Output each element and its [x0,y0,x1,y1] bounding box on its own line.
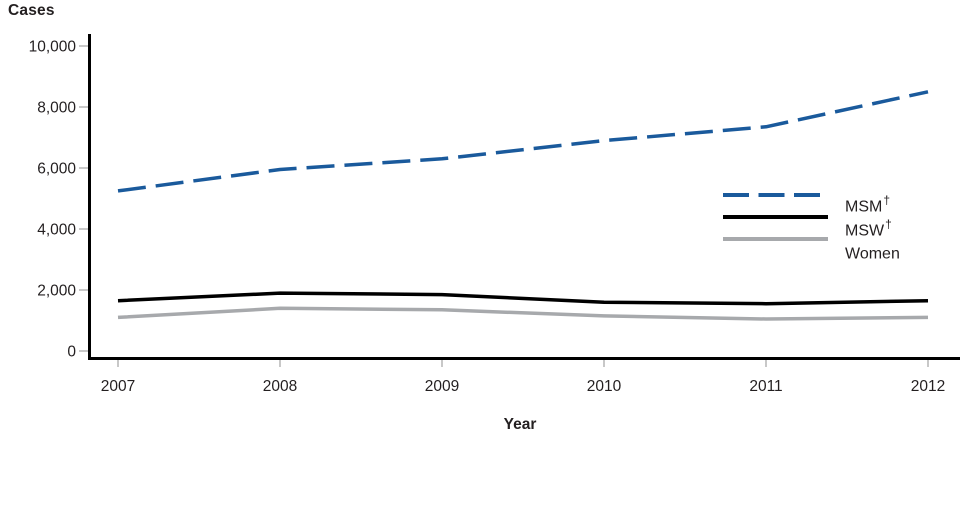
y-tick-label: 4,000 [37,222,76,239]
chart-canvas: 0 2,000 4,000 6,000 8,000 10,000 2007 2008 2009 2… [29,34,960,395]
legend-line-msm [723,193,828,197]
x-tick-label: 2009 [425,378,459,395]
y-tick-label: 6,000 [37,161,76,178]
dagger-symbol: † [883,193,891,207]
y-axis-title: Cases [8,2,55,19]
legend-label-msm-text: MSM [845,198,883,216]
x-tick-label: 2010 [587,378,622,395]
legend-label-msm: MSM† [845,191,891,217]
x-tick-label: 2008 [263,378,297,395]
series-line-women [117,306,929,321]
dagger-symbol: † [885,217,892,231]
legend-line-msw [723,215,828,219]
y-tick-label: 2,000 [37,283,76,300]
series-line-msm [117,90,929,193]
legend-label-women-text: Women [845,245,900,263]
x-axis-title: Year [503,416,537,433]
legend: MSM† MSW† Women [723,184,958,262]
y-tick-label: 10,000 [29,39,77,56]
legend-line-women [723,237,828,241]
series-line-msw [117,291,929,306]
legend-label-msw-text: MSW [845,222,885,240]
x-tick-label: 2012 [911,378,945,395]
y-tick-label: 0 [67,344,76,361]
legend-label-msw: MSW† [845,215,892,241]
x-tick-label: 2007 [101,378,135,395]
x-tick-label: 2011 [749,378,782,395]
y-tick-label: 8,000 [37,100,76,117]
legend-label-women: Women [845,238,900,264]
